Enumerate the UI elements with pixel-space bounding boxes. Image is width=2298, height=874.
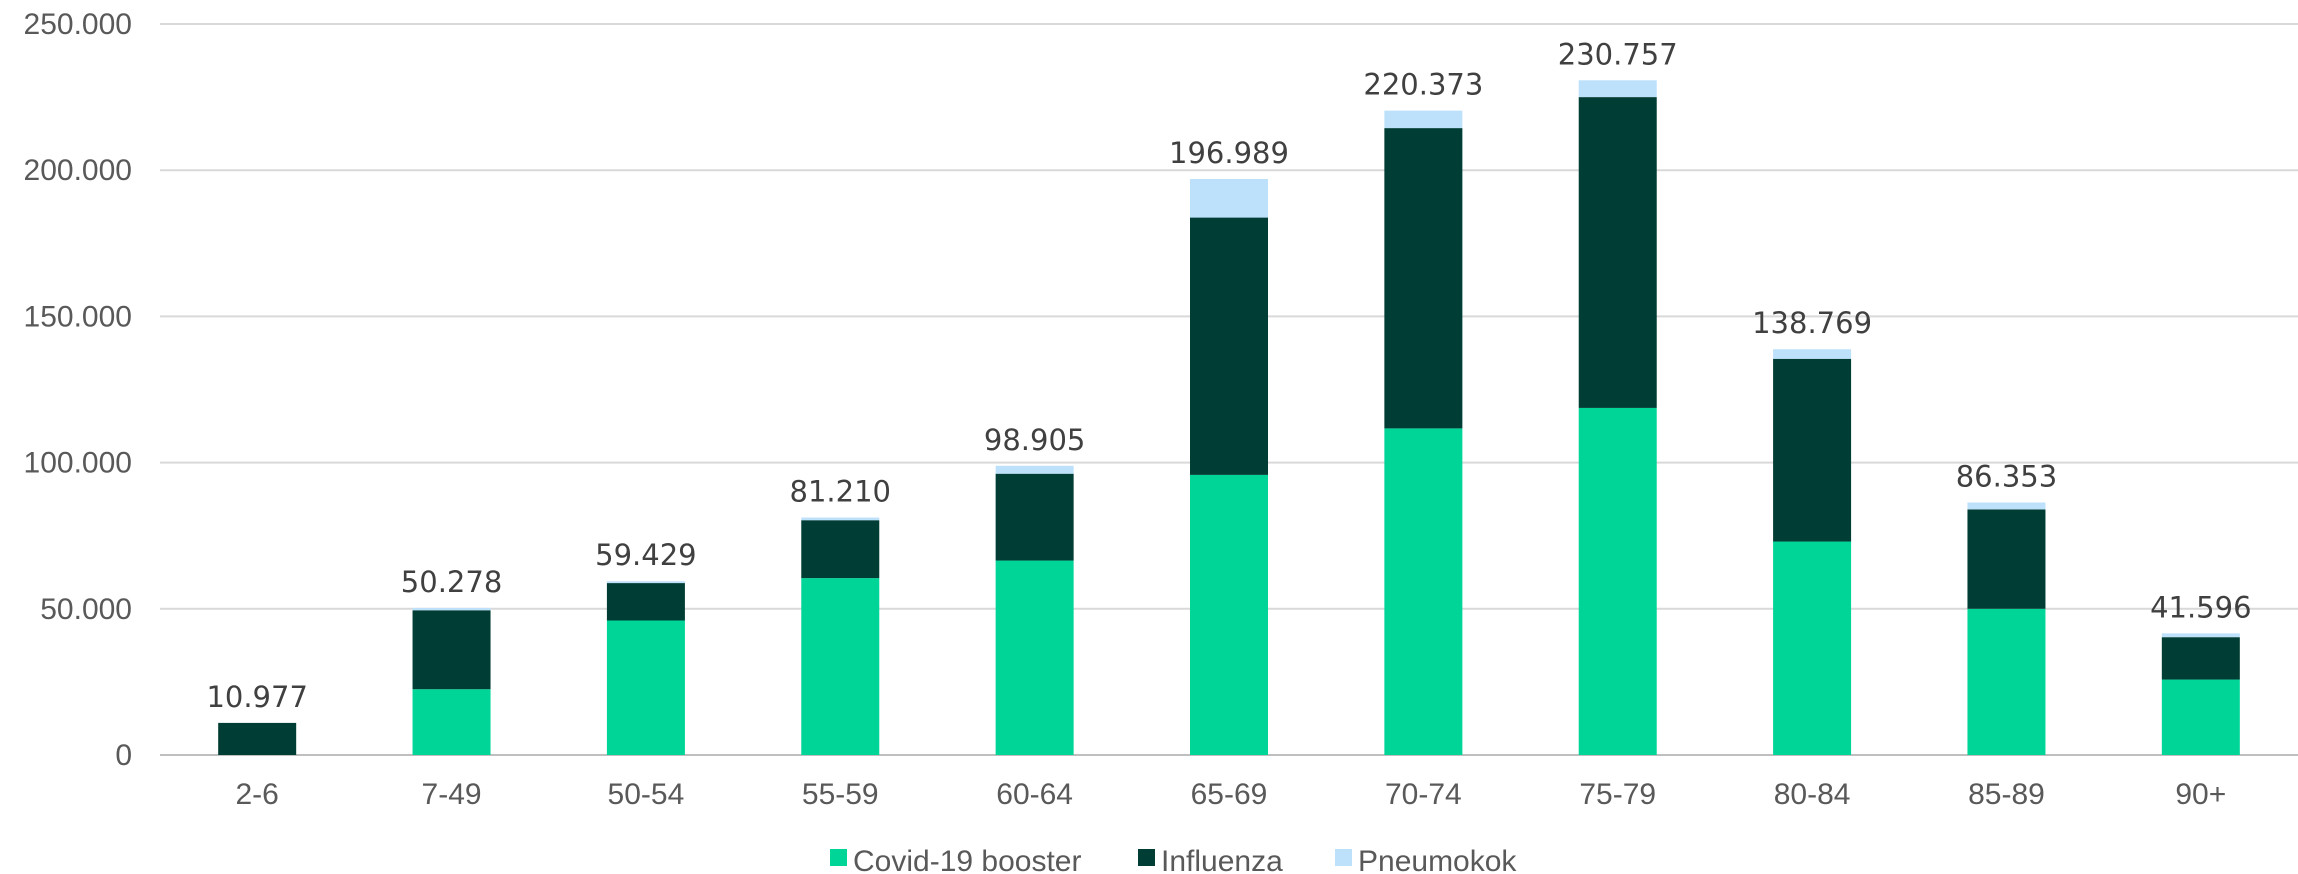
legend-label: Covid-19 booster: [853, 845, 1081, 874]
y-tick-label: 0: [115, 739, 132, 772]
bar-segment: [1967, 509, 2046, 609]
bar-segment: [995, 473, 1074, 561]
total-data-label: 138.769: [1752, 306, 1872, 340]
total-data-label: 196.989: [1169, 136, 1289, 170]
bar-segment: [1190, 217, 1268, 475]
legend-label: Influenza: [1161, 845, 1283, 874]
bar-segment: [801, 578, 880, 755]
bar-segment: [2161, 633, 2240, 638]
bar-segment: [412, 607, 491, 611]
x-tick-label: 55-59: [802, 778, 879, 811]
y-tick-label: 200.000: [24, 154, 132, 187]
total-data-label: 81.210: [790, 475, 891, 509]
y-tick-label: 100.000: [24, 447, 132, 480]
bar-segment: [412, 610, 491, 690]
x-tick-label: 85-89: [1968, 778, 2045, 811]
bar-segment: [1967, 608, 2046, 755]
x-tick-label: 7-49: [422, 778, 482, 811]
bar-segment: [1190, 474, 1268, 755]
total-data-label: 86.353: [1956, 460, 2057, 494]
legend-label: Pneumokok: [1358, 845, 1517, 874]
legend-item: Covid-19 booster: [830, 845, 1081, 874]
x-tick-label: 75-79: [1579, 778, 1656, 811]
x-tick-label: 70-74: [1385, 778, 1462, 811]
total-data-label: 220.373: [1363, 68, 1483, 102]
total-data-label: 98.905: [984, 423, 1085, 457]
total-data-label: 41.596: [2150, 590, 2251, 624]
y-tick-label: 250.000: [24, 8, 132, 41]
legend-swatch: [1138, 849, 1155, 866]
bars: [218, 80, 2240, 755]
y-axis-ticks: 0 50.000 100.000 150.000 200.000 250.000: [24, 8, 132, 772]
bar-segment: [2161, 679, 2240, 755]
bar-segment: [1190, 179, 1268, 218]
x-axis-ticks: 2-6 7-49 50-54 55-59 60-64 65-69 70-74 75-79 80-…: [236, 778, 2227, 811]
x-tick-label: 60-64: [996, 778, 1073, 811]
total-data-label: 10.977: [206, 680, 307, 714]
bar-segment: [2161, 637, 2240, 680]
legend-swatch: [830, 849, 847, 866]
bar-segment: [801, 517, 880, 521]
bar-segment: [801, 520, 880, 579]
bar-segment: [1578, 97, 1657, 408]
bar-segment: [1384, 428, 1463, 755]
total-data-label: 230.757: [1558, 37, 1678, 71]
bar-segment: [1773, 358, 1852, 542]
x-tick-label: 65-69: [1191, 778, 1268, 811]
x-tick-label: 2-6: [236, 778, 279, 811]
bar-segment: [606, 581, 685, 584]
total-labels: 10.977 50.278 59.429 81.210 98.905 196.989 220…: [206, 37, 2251, 714]
bar-segment: [1578, 407, 1657, 755]
bar-segment: [412, 689, 491, 755]
total-data-label: 59.429: [595, 538, 696, 572]
total-data-label: 50.278: [401, 565, 502, 599]
legend: Covid-19 booster Influenza Pneumokok: [830, 845, 1517, 874]
bar-segment: [606, 620, 685, 755]
bar-segment: [606, 583, 685, 621]
legend-item: Pneumokok: [1335, 845, 1517, 874]
bar-segment: [995, 560, 1074, 755]
x-tick-label: 90+: [2175, 778, 2226, 811]
y-tick-label: 150.000: [24, 300, 132, 333]
x-tick-label: 50-54: [608, 778, 685, 811]
bar-segment: [1773, 349, 1852, 359]
bar-segment: [1773, 541, 1852, 755]
bar-segment: [1967, 502, 2046, 510]
bar-segment: [1578, 80, 1657, 98]
bar-segment: [1384, 110, 1463, 129]
y-tick-label: 50.000: [40, 593, 132, 626]
bar-segment: [1384, 128, 1463, 429]
legend-item: Influenza: [1138, 845, 1283, 874]
bar-segment: [218, 722, 297, 755]
x-tick-label: 80-84: [1774, 778, 1851, 811]
bar-segment: [995, 465, 1074, 474]
legend-swatch: [1335, 849, 1352, 866]
